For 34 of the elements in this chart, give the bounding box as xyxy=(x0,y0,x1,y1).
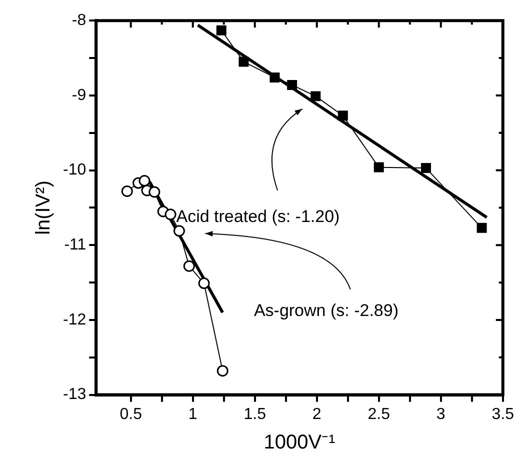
point xyxy=(198,278,210,290)
y-tick-label: -12 xyxy=(63,311,86,328)
y-tick-label: -11 xyxy=(64,236,86,254)
y-tick-label: -13 xyxy=(63,386,86,404)
point xyxy=(310,91,321,102)
point xyxy=(148,186,160,198)
point xyxy=(374,162,384,172)
point xyxy=(476,222,487,233)
point xyxy=(270,72,280,82)
x-tick-label: 2.5 xyxy=(368,406,390,423)
point xyxy=(216,365,228,377)
x-tick-label: 3 xyxy=(436,406,446,423)
x-tick-label: 1 xyxy=(188,406,198,423)
y-tick-label: -9 xyxy=(72,86,86,104)
point xyxy=(421,163,431,174)
point xyxy=(238,56,249,67)
x-tick-label: 2 xyxy=(312,406,322,423)
y-tick-label: -8 xyxy=(72,12,86,30)
point xyxy=(121,185,133,197)
point xyxy=(183,260,195,272)
y-axis-title: ln(IV²) xyxy=(32,180,55,235)
point xyxy=(138,175,150,187)
x-tick-label: 0.5 xyxy=(120,406,142,423)
annotation: Acid treated (s: -1.20) xyxy=(176,207,340,226)
point xyxy=(338,110,348,121)
y-tick-label: -10 xyxy=(63,162,86,179)
x-axis-title: 1000V⁻¹ xyxy=(264,432,336,454)
x-tick-label: 3.5 xyxy=(492,406,514,423)
x-tick-label: 1.5 xyxy=(244,406,266,423)
annotation: As-grown (s: -2.89) xyxy=(254,301,398,320)
point xyxy=(287,80,298,90)
point xyxy=(216,25,226,36)
point xyxy=(164,208,176,220)
point xyxy=(173,225,185,237)
